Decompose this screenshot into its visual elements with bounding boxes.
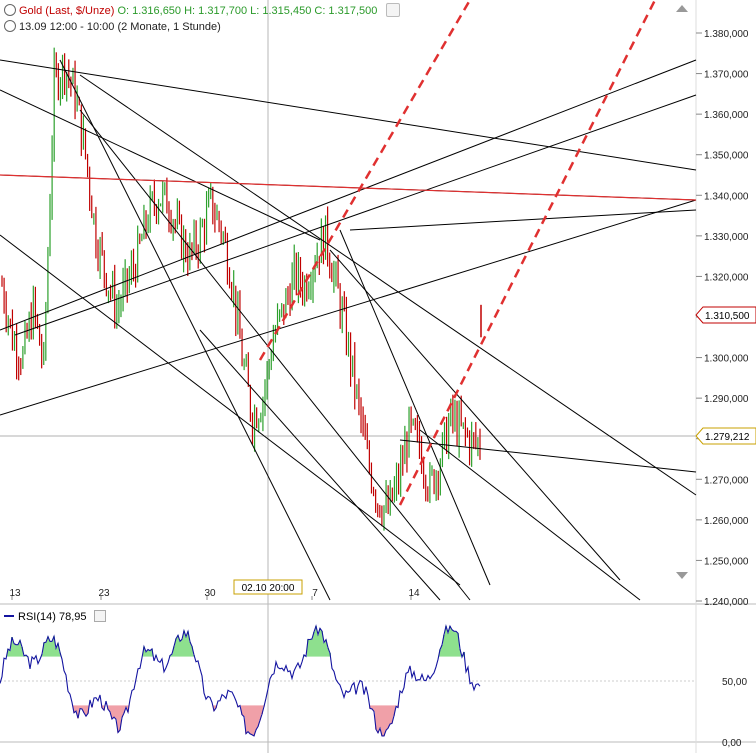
price-tick-label: 1.250,000 [704,556,749,567]
instrument-name: Gold (Last, $/Unze) [19,5,115,17]
trendlines [0,0,697,601]
price-badge-text: 1.279,212 [705,432,750,443]
cursor-price-badge: 1.279,212 [695,427,756,445]
rsi-panel [0,623,696,737]
trendline [419,429,641,601]
scroll-up-icon [676,5,688,12]
rsi-value: 78,95 [58,611,87,623]
price-tick-label: 1.240,000 [704,597,749,608]
price-tick-label: 1.340,000 [704,191,749,202]
rsi-swatch [4,615,14,617]
rsi-settings-icon[interactable] [93,610,106,622]
trendline [0,234,461,586]
rsi-line [0,623,481,737]
range-text: 13.09 12:00 - 10:00 (2 Monate, 1 Stunde) [19,21,221,33]
trendline [14,94,697,336]
rsi-tick-label: 50,00 [722,677,747,688]
trendline [59,59,331,601]
axes: 1.380,000 1.370,000 1.360,000 1.350,000 1.34… [9,5,756,749]
rsi-legend: RSI(14) 78,95 [4,610,106,623]
price-tick-label: 1.360,000 [704,110,749,121]
last-price-badge: 1.310,500 [695,306,756,324]
clock-icon [4,20,16,32]
red-horizontal-line [0,174,697,201]
price-tick-label: 1.290,000 [704,394,749,405]
crosshair-date-frame [233,579,303,595]
date-tick-label: 23 [98,588,110,599]
price-tick-label: 1.350,000 [704,151,749,162]
date-tick-label: 13 [9,588,21,599]
ohlc-values: O: 1.316,650 H: 1.317,700 L: 1.315,450 C… [117,5,378,17]
trendline [79,74,697,496]
trendline [0,59,697,171]
crosshair-date-text: 02.10 20:00 [242,583,295,594]
price-tick-label: 1.260,000 [704,516,749,527]
price-tick-label: 1.330,000 [704,232,749,243]
price-tick-label: 1.380,000 [704,29,749,40]
trendline [0,89,321,241]
price-badge-frame [695,427,756,445]
rsi-tick-label: 0,00 [722,738,742,749]
date-tick-label: 7 [312,588,318,599]
rsi-label: RSI(14) [18,611,56,623]
range-info: 13.09 12:00 - 10:00 (2 Monate, 1 Stunde) [4,20,221,33]
price-badge-frame [695,306,756,324]
price-tick-label: 1.270,000 [704,475,749,486]
trendline [199,329,441,601]
trendline [79,109,471,601]
trendline [0,199,697,416]
price-badge-text: 1.310,500 [705,311,750,322]
price-tick-label: 1.370,000 [704,70,749,81]
red-dashed-channel-upper [258,0,472,361]
trendline [349,209,697,231]
price-tick-label: 1.320,000 [704,272,749,283]
scroll-down-icon [676,572,688,579]
trendline [0,59,697,331]
crosshair-date-badge: 02.10 20:00 [233,579,303,595]
price-tick-label: 1.300,000 [704,354,749,365]
chart-type-icon[interactable] [4,4,16,16]
trendline [399,439,697,473]
instrument-header: Gold (Last, $/Unze) O: 1.316,650 H: 1.31… [4,3,401,17]
date-tick-label: 14 [408,588,420,599]
red-dashed-channel-lower [398,0,657,506]
settings-icon[interactable] [386,3,401,17]
date-tick-label: 30 [204,588,216,599]
trendline [329,249,621,581]
